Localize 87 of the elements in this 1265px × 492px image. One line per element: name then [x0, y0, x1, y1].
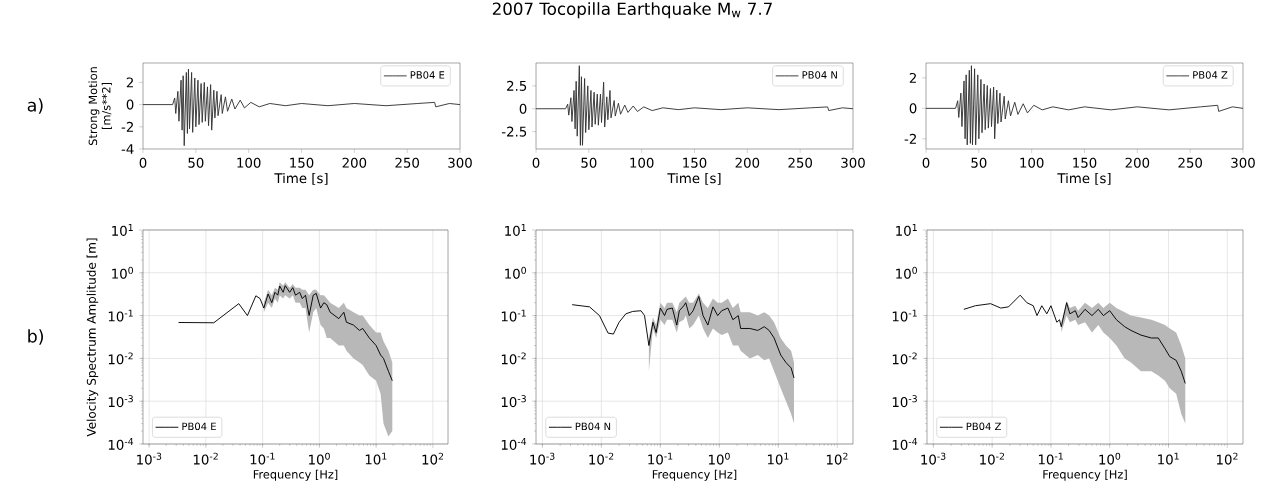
y-tick-label: 10$^{1}$ [896, 224, 917, 236]
y-tick-label: 10$^{-3}$ [108, 395, 133, 408]
x-tick-label: 10$^{0}$ [309, 452, 330, 465]
y-tick-label: 10$^{-2}$ [501, 352, 526, 365]
x-tick-label: 10$^{1}$ [767, 452, 789, 465]
y-tick-label: 10$^{-1}$ [108, 309, 133, 322]
x-tick-label: 50 [581, 157, 597, 168]
x-tick-label: 100 [237, 157, 261, 168]
x-tick-label: 100 [630, 157, 654, 168]
y-tick-label: 10$^{0}$ [896, 266, 917, 279]
x-tick-label: 200 [342, 157, 367, 168]
y-tick-label: -2 [121, 121, 133, 132]
y-tick-label: 10$^{0}$ [112, 266, 133, 279]
x-tick-label: 10$^{1}$ [1158, 452, 1179, 465]
line-series [142, 68, 461, 147]
x-axis-title: Frequency [Hz] [652, 469, 737, 481]
x-tick-label: 50 [971, 157, 987, 168]
y-tick-label: 0 [126, 99, 134, 110]
y-tick-label: -4 [121, 144, 134, 154]
y-tick-label: 2.5 [507, 80, 527, 91]
y-tick-label: 10$^{-3}$ [892, 395, 917, 408]
x-tick-label: 10$^{1}$ [365, 452, 387, 465]
y-tick-label: 0 [909, 103, 917, 114]
x-tick-label: 10$^{-1}$ [250, 452, 275, 465]
x-tick-label: 250 [395, 157, 420, 168]
text: b) [28, 329, 43, 345]
legend-label: PB04 N [802, 71, 837, 79]
y-tick-label: 10$^{0}$ [505, 266, 526, 279]
x-axis-title: Time [s] [667, 172, 721, 185]
chart-title: 2007 Tocopilla Earthquake M$_{w}$ 7.7 [492, 2, 772, 19]
y-tick-label: 2 [909, 72, 916, 83]
x-tick-label: 0 [922, 157, 930, 168]
x-tick-label: 0 [139, 157, 147, 168]
x-tick-label: 0 [532, 157, 540, 168]
y-axis-title: Velocity Spectrum Amplitude [m] [86, 238, 99, 437]
y-tick-label: 10$^{-1}$ [501, 309, 526, 322]
y-tick-label: 10$^{1}$ [112, 224, 133, 236]
x-tick-label: 10$^{-2}$ [193, 452, 218, 465]
x-axis-title: Frequency [Hz] [1043, 469, 1127, 481]
line-series [925, 65, 1244, 146]
line-series [535, 65, 854, 146]
y-tick-label: 2 [126, 77, 133, 88]
y-tick-label: 10$^{-4}$ [108, 438, 134, 450]
x-tick-label: 10$^{-2}$ [980, 452, 1004, 465]
legend-label: PB04 Z [1193, 71, 1228, 79]
x-tick-label: 10$^{2}$ [826, 452, 848, 465]
x-axis-title: Frequency [Hz] [253, 469, 338, 481]
x-axis-title: Time [s] [274, 172, 328, 185]
y-tick-label: -2.5 [501, 126, 527, 137]
x-tick-label: 150 [290, 157, 314, 168]
x-tick-label: 200 [1125, 157, 1150, 168]
y-tick-label: 10$^{1}$ [505, 224, 526, 236]
x-tick-label: 50 [188, 157, 204, 168]
x-tick-label: 250 [788, 157, 813, 168]
x-tick-label: 250 [1178, 157, 1203, 168]
x-tick-label: 10$^{-3}$ [921, 452, 946, 465]
x-tick-label: 10$^{2}$ [1216, 452, 1238, 465]
legend-label: PB04 N [575, 422, 611, 431]
legend-label: PB04 E [182, 422, 216, 431]
x-tick-label: 10$^{2}$ [422, 452, 444, 465]
x-tick-label: 300 [448, 157, 472, 168]
y-tick-label: 10$^{-1}$ [892, 309, 917, 322]
y-tick-label: 10$^{-3}$ [501, 395, 526, 408]
x-tick-label: 150 [1073, 157, 1097, 168]
y-tick-label: 10$^{-4}$ [892, 438, 918, 450]
y-tick-label: 0 [519, 103, 527, 114]
y-tick-label: 10$^{-4}$ [501, 438, 527, 450]
x-tick-label: 200 [735, 157, 760, 168]
legend-label: PB04 E [410, 71, 445, 79]
x-tick-label: 10$^{0}$ [708, 452, 730, 465]
x-tick-label: 10$^{-1}$ [1038, 452, 1063, 465]
y-tick-label: -2 [904, 133, 916, 144]
x-tick-label: 150 [683, 157, 707, 168]
x-tick-label: 300 [1231, 157, 1255, 168]
x-tick-label: 10$^{-3}$ [137, 452, 162, 465]
x-tick-label: 10$^{-2}$ [589, 452, 614, 465]
x-tick-label: 10$^{-1}$ [648, 452, 673, 465]
x-tick-label: 100 [1020, 157, 1044, 168]
x-tick-label: 10$^{-3}$ [530, 452, 555, 465]
x-tick-label: 300 [841, 157, 865, 168]
x-axis-title: Time [s] [1057, 172, 1111, 185]
y-tick-label: 10$^{-2}$ [892, 352, 917, 365]
x-tick-label: 10$^{0}$ [1099, 452, 1121, 465]
y-axis-title: Strong Motion [m/s**2] [88, 67, 112, 146]
y-tick-label: 10$^{-2}$ [108, 352, 133, 365]
text: a) [27, 98, 43, 114]
legend-label: PB04 Z [966, 422, 1001, 431]
